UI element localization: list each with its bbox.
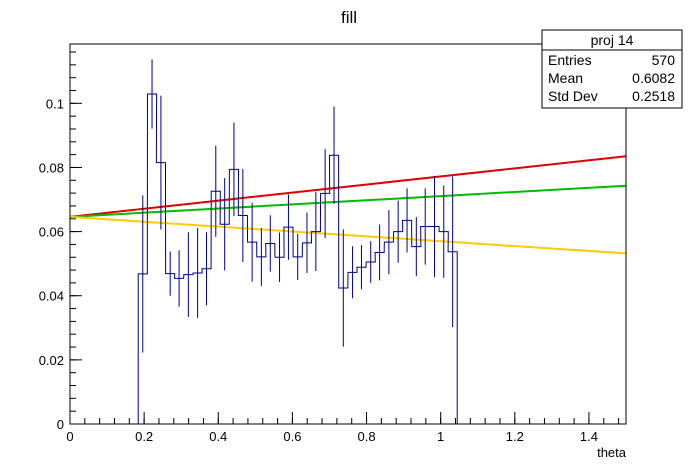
axis-ticks (69, 51, 620, 425)
fit-line (69, 184, 627, 218)
stats-entries-value: 570 (652, 52, 676, 68)
axis-tick-labels: 0 0.2 0.4 0.6 0.8 1 1.2 1.4 0 0.02 0.04 0.06 0.08 0.1 (39, 96, 598, 444)
x-tick-label: 0.4 (209, 429, 227, 444)
y-tick-label: 0.1 (46, 96, 64, 111)
y-tick-label: 0.04 (39, 289, 64, 304)
y-tick-label: 0.02 (39, 353, 64, 368)
plot-frame (69, 43, 627, 425)
x-tick-label: 0.2 (135, 429, 153, 444)
x-tick-label: 1.2 (506, 429, 524, 444)
fit-line (69, 155, 627, 218)
y-tick-label: 0 (57, 417, 64, 432)
chart-title: fill (341, 8, 357, 27)
x-tick-label: 0.6 (283, 429, 301, 444)
stats-mean-label: Mean (548, 70, 583, 86)
stats-stddev-value: 0.2518 (632, 88, 675, 104)
fit-lines (69, 155, 627, 255)
x-tick-label: 1.4 (580, 429, 598, 444)
stats-box: proj 14 Entries 570 Mean 0.6082 Std Dev … (541, 29, 683, 109)
x-tick-label: 0 (66, 429, 73, 444)
stats-mean-value: 0.6082 (632, 70, 675, 86)
x-tick-label: 0.8 (357, 429, 375, 444)
fit-line (69, 215, 627, 255)
stats-box-title: proj 14 (591, 32, 634, 48)
stats-entries-label: Entries (548, 52, 592, 68)
x-tick-label: 1 (437, 429, 444, 444)
y-tick-label: 0.06 (39, 225, 64, 240)
x-axis-title: theta (597, 445, 627, 460)
y-tick-label: 0.08 (39, 160, 64, 175)
stats-stddev-label: Std Dev (548, 88, 598, 104)
stats-box-frame (541, 29, 683, 109)
histogram (137, 59, 458, 424)
